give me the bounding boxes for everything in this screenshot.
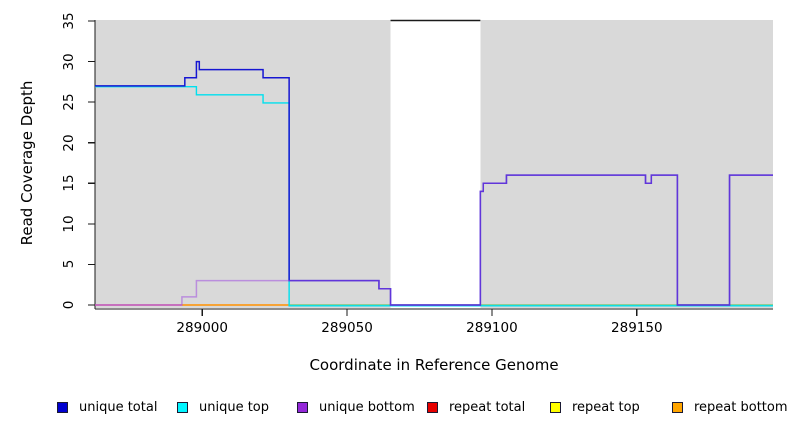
y-tick-label: 25 <box>61 93 77 111</box>
legend-swatch-icon <box>427 401 438 413</box>
coverage-panel <box>480 20 773 308</box>
legend-swatch-icon <box>672 401 683 413</box>
legend-label: repeat top <box>572 399 640 415</box>
y-tick-label: 0 <box>61 300 77 310</box>
legend-item: unique top <box>177 399 269 415</box>
legend-item: unique bottom <box>297 399 415 415</box>
legend-label: repeat bottom <box>694 399 788 415</box>
legend-item: repeat bottom <box>672 399 788 415</box>
y-tick-label: 20 <box>61 134 77 152</box>
series-line-unique-bottom <box>95 174 773 306</box>
x-tick-label: 289050 <box>321 320 373 336</box>
y-tick-label: 5 <box>61 260 77 269</box>
legend-item: unique total <box>57 399 157 415</box>
legend-swatch-icon <box>177 401 188 413</box>
legend-swatch-icon <box>57 401 68 413</box>
coverage-panel <box>95 20 391 308</box>
legend-label: unique bottom <box>319 399 415 415</box>
legend-label: unique top <box>199 399 270 415</box>
legend-swatch-icon <box>297 401 308 413</box>
x-tick-label: 289150 <box>611 320 663 336</box>
legend-item: repeat total <box>427 399 525 415</box>
y-tick-label: 15 <box>61 174 77 192</box>
legend-swatch-icon <box>550 401 561 413</box>
legend-label: repeat total <box>449 399 526 415</box>
legend-label: unique total <box>79 399 158 415</box>
x-axis-title: Coordinate in Reference Genome <box>309 356 559 374</box>
y-tick-label: 10 <box>61 215 77 233</box>
x-tick-label: 289000 <box>176 320 228 336</box>
y-tick-label: 30 <box>61 52 77 71</box>
chart-legend: unique total unique top unique bottom repea… <box>0 399 792 429</box>
y-tick-label: 35 <box>61 12 77 30</box>
y-axis-title: Read Coverage Depth <box>18 80 36 246</box>
x-tick-label: 289100 <box>466 320 518 336</box>
legend-item: repeat top <box>550 399 640 415</box>
